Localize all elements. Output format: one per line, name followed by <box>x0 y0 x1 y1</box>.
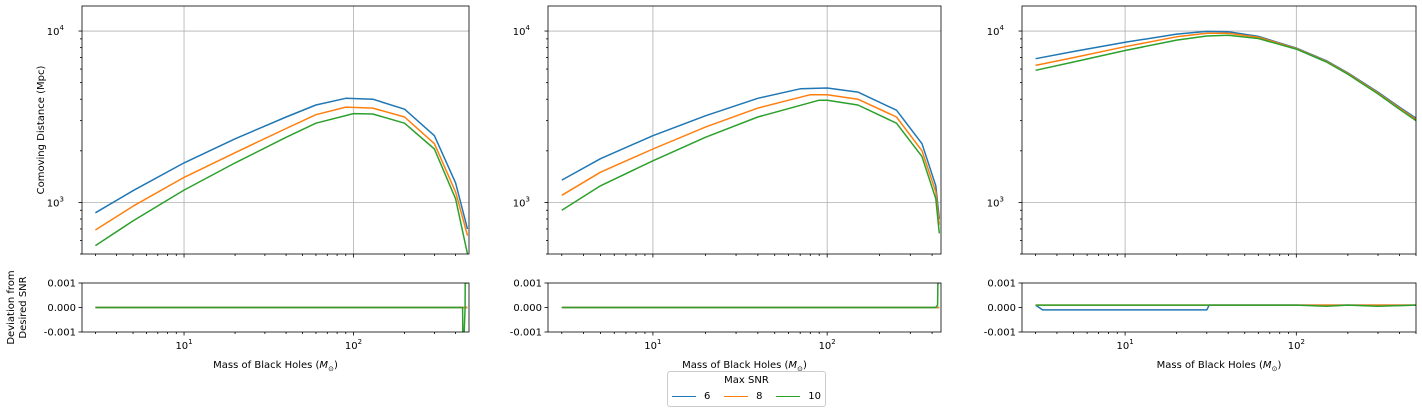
x-axis-label: Mass of Black Holes (M⊙) <box>213 360 338 373</box>
axes-frame <box>1021 282 1417 333</box>
x-tick-label: 101 <box>1116 338 1133 352</box>
x-axis-label: Mass of Black Holes (M⊙) <box>1157 360 1282 373</box>
panel-bottom-middle: 101 102 0.001 0.000 -0.001 Mass of Black Hole… <box>510 279 942 373</box>
series-line-10 <box>1035 304 1416 308</box>
y-tick-label: 104 <box>987 24 1005 38</box>
axes-frame <box>547 5 942 255</box>
series-line-10 <box>561 283 940 309</box>
axes-frame <box>81 282 470 333</box>
series-line-6 <box>1035 30 1416 119</box>
x-tick-label: 101 <box>644 338 661 352</box>
x-tick-label: 102 <box>345 338 362 352</box>
x-tick-label: 102 <box>819 338 836 352</box>
legend-line-6 <box>672 396 696 397</box>
series-line-8 <box>94 106 469 236</box>
y-tick-label: 103 <box>513 195 530 209</box>
legend: Max SNR 6 8 10 <box>667 371 826 407</box>
y-axis-label: Comoving Distance (Mpc) <box>36 66 47 195</box>
y-tick-label: 0.001 <box>987 279 1016 290</box>
series-line-6 <box>95 97 469 230</box>
axes-frame <box>547 282 942 333</box>
legend-item-8: 8 <box>724 391 763 402</box>
panel-bottom-right: 101 102 0.001 0.000 -0.001 Mass of Black Hole… <box>984 279 1417 373</box>
series-line-10 <box>561 99 941 234</box>
y-tick-label: 0.001 <box>47 279 76 290</box>
y-axis-label: Deviation from <box>6 270 17 344</box>
y-tick-label: 0.001 <box>513 279 542 290</box>
legend-item-10: 10 <box>776 391 821 402</box>
x-axis-label: Mass of Black Holes (M⊙) <box>682 360 807 373</box>
legend-line-10 <box>776 396 801 397</box>
legend-label-8: 8 <box>756 391 763 402</box>
y-tick-label: 103 <box>47 195 64 209</box>
legend-title: Max SNR <box>724 375 769 386</box>
series-line-8 <box>561 93 941 225</box>
panel-top-middle: 103 104 <box>513 5 942 258</box>
legend-item-6: 6 <box>672 391 710 402</box>
y-axis-label: Desired SNR <box>18 276 29 338</box>
x-tick-label: 101 <box>175 338 192 352</box>
series-line-10 <box>94 112 469 254</box>
y-tick-label: -0.001 <box>984 328 1016 339</box>
y-tick-label: 104 <box>513 24 531 38</box>
axes-frame <box>1021 5 1417 255</box>
y-tick-label: 104 <box>47 24 65 38</box>
panel-top-right: 103 104 <box>987 5 1417 258</box>
y-tick-label: 0.000 <box>47 303 76 314</box>
series-line-10 <box>95 283 468 332</box>
x-tick-label: 102 <box>1288 338 1305 352</box>
series-line-8 <box>1035 32 1416 121</box>
panel-top-left: 103 104 Comoving Distance (Mpc) <box>36 5 470 258</box>
legend-label-10: 10 <box>808 391 821 402</box>
y-tick-label: -0.001 <box>44 328 76 339</box>
legend-line-8 <box>724 396 749 397</box>
y-tick-label: 0.000 <box>987 303 1016 314</box>
y-tick-label: -0.001 <box>510 328 542 339</box>
legend-label-6: 6 <box>704 391 711 402</box>
series-line-6 <box>561 87 941 220</box>
panel-bottom-left: 101 102 0.001 0.000 -0.001 Mass of Black Hole… <box>6 270 470 373</box>
axes-frame <box>81 5 470 255</box>
series-line-10 <box>1035 34 1416 122</box>
y-tick-label: 0.000 <box>513 303 542 314</box>
y-tick-label: 103 <box>987 195 1004 209</box>
